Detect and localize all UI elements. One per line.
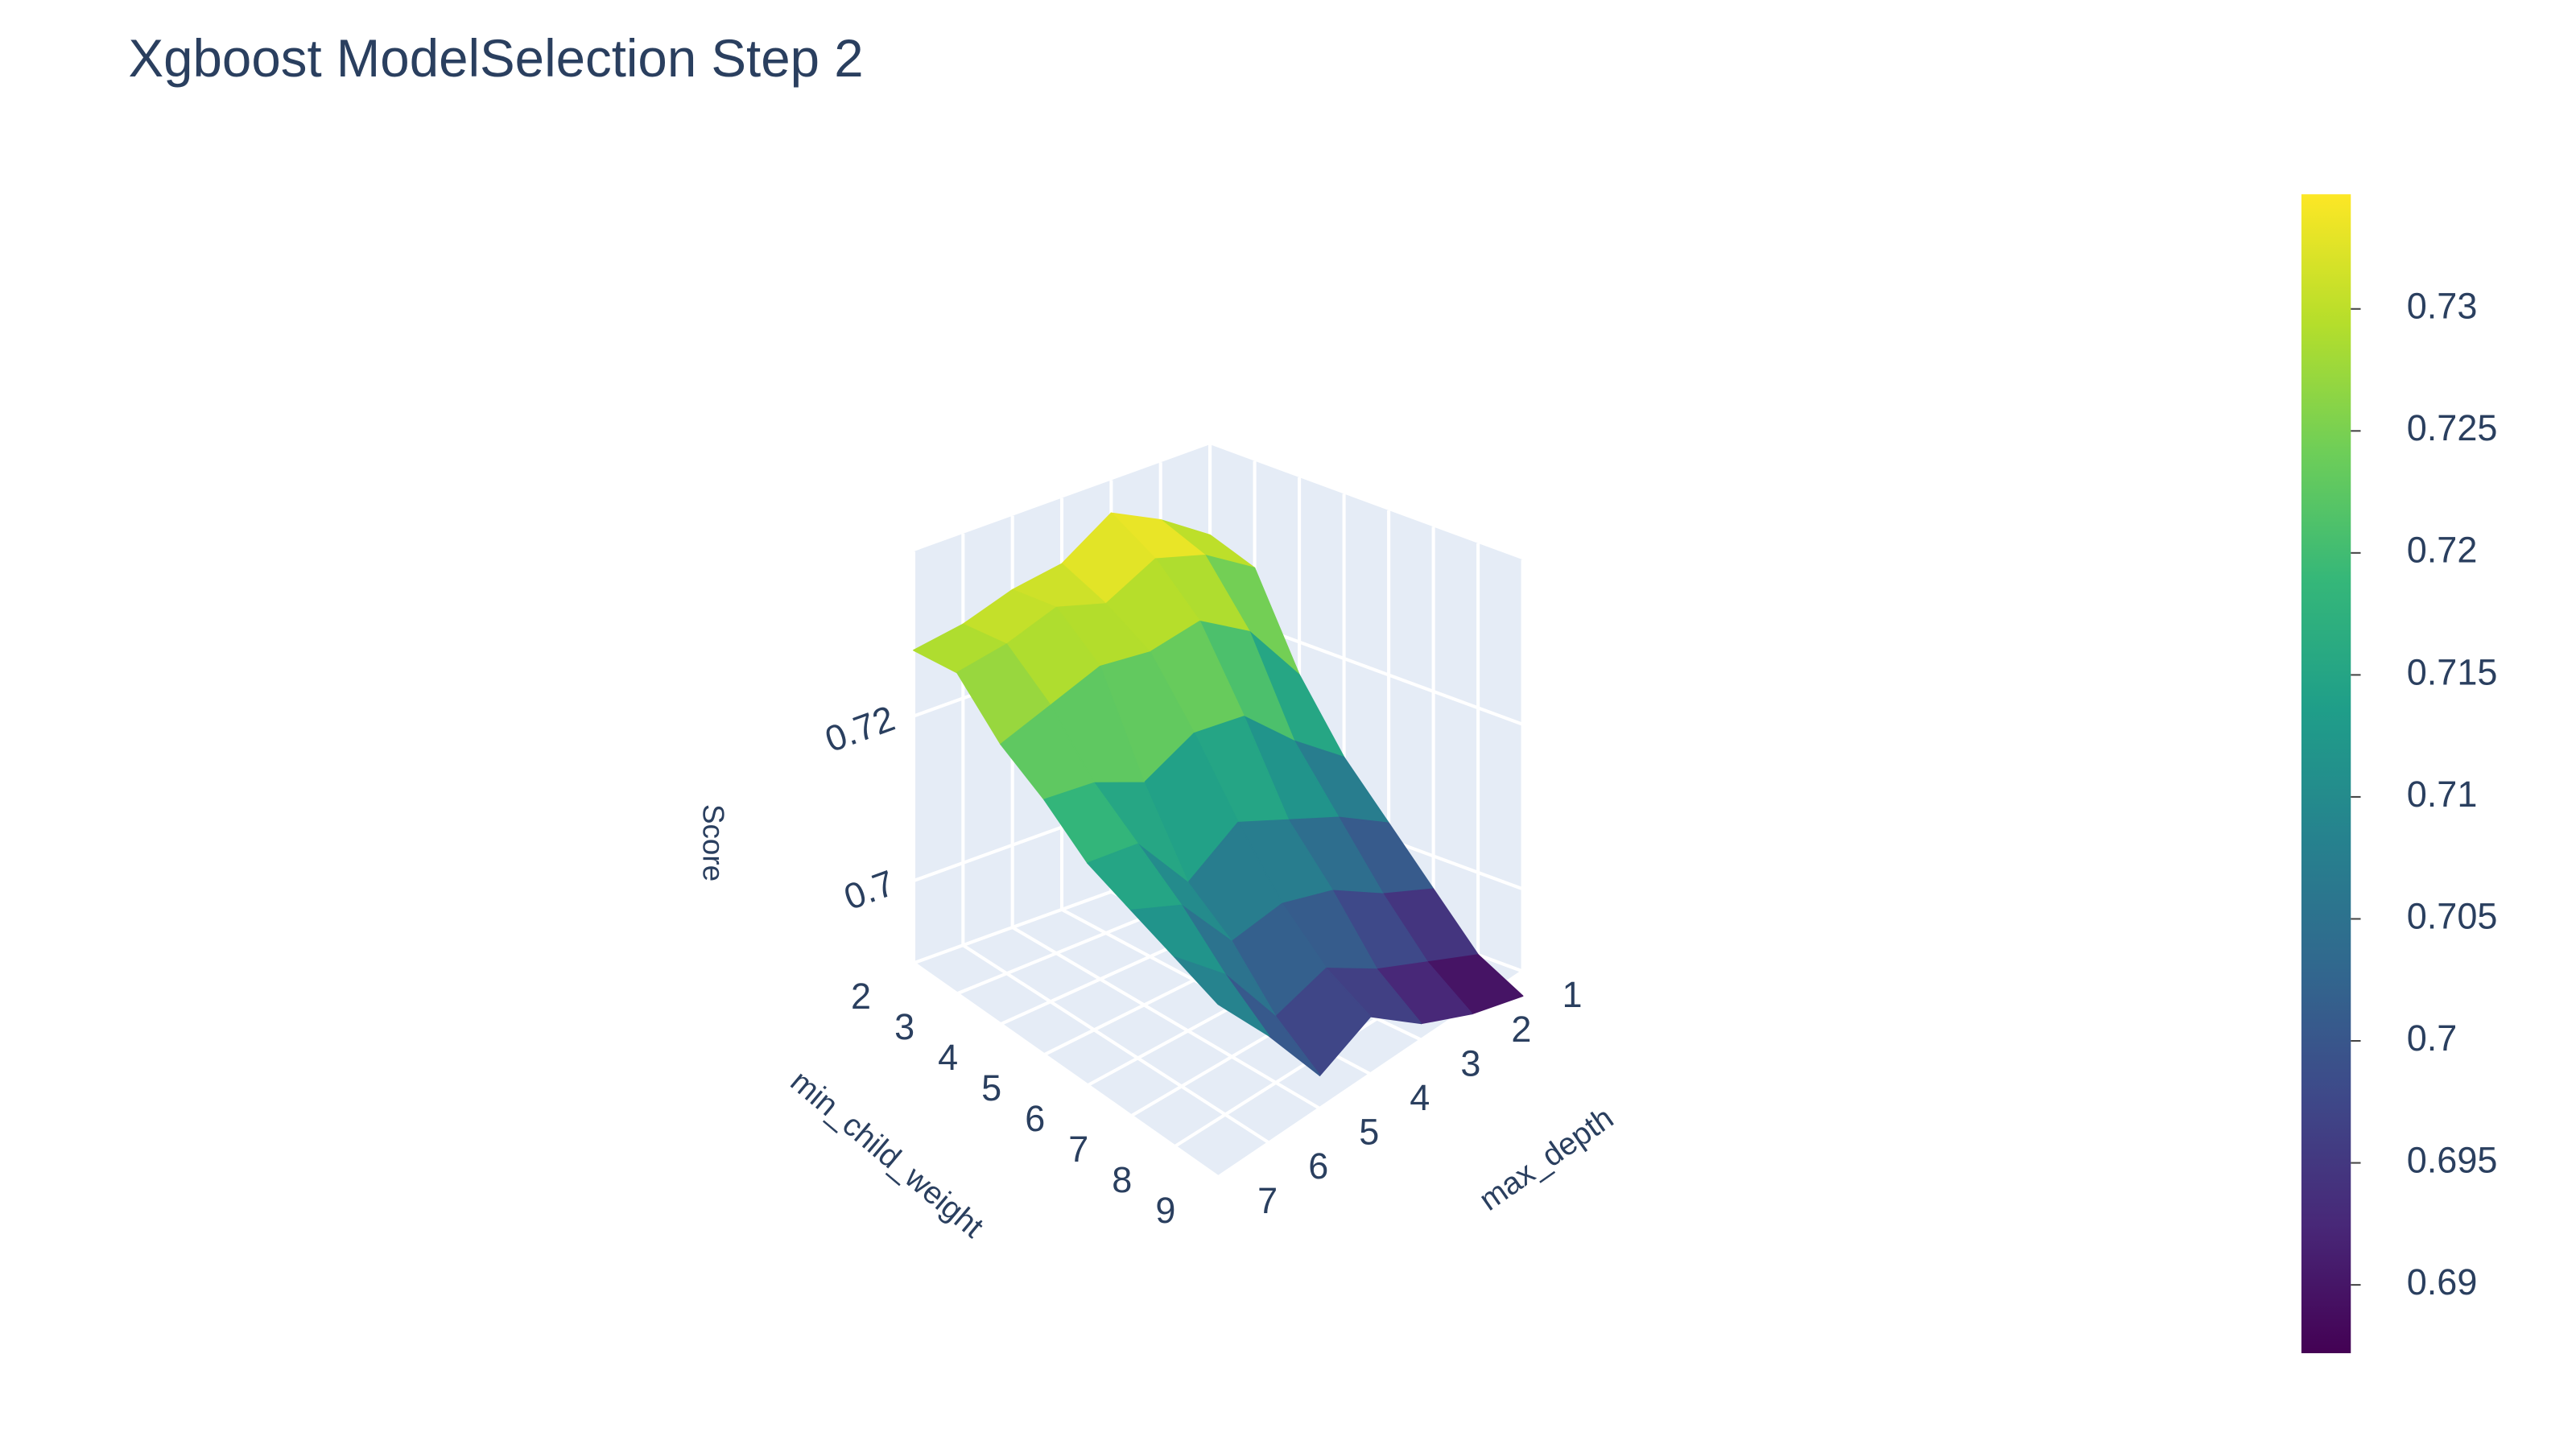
x-grid-line	[962, 943, 1270, 1145]
plot-root: Xgboost ModelSelection Step 2 Score min_…	[129, 29, 2498, 1353]
colorbar-tick-label: 0.69	[2407, 1261, 2478, 1302]
x-grid-line	[912, 961, 1220, 1179]
x-tick-label: 4	[1410, 1077, 1430, 1118]
colorbar-tick-label: 0.73	[2407, 286, 2478, 327]
x-tick-label: 5	[1359, 1112, 1379, 1153]
y-axis-title: min_child_weight	[784, 1064, 990, 1245]
colorbar-tick-label: 0.715	[2407, 651, 2498, 692]
x-tick-label: 2	[1511, 1009, 1531, 1050]
x-grid-line	[1011, 926, 1321, 1110]
colorbar-tick-label: 0.725	[2407, 407, 2498, 448]
y-tick-label: 2	[851, 976, 871, 1017]
y-tick-label: 6	[1025, 1098, 1045, 1139]
x-tick-label: 1	[1562, 974, 1582, 1015]
x-tick-label: 3	[1460, 1042, 1480, 1084]
colorbar-tick-label: 0.705	[2407, 895, 2498, 936]
surface-patch	[1174, 956, 1270, 1037]
y-tick-label: 5	[981, 1067, 1001, 1108]
y-tick-label: 4	[938, 1037, 958, 1078]
z-axis-title: Score	[697, 804, 730, 881]
colorbar-tick-label: 0.695	[2407, 1139, 2498, 1180]
z-tick-label: 0.72	[819, 697, 900, 760]
chart-title: Xgboost ModelSelection Step 2	[129, 29, 864, 88]
z-tick-label: 0.7	[839, 862, 900, 918]
colorbar-tick-label: 0.7	[2407, 1018, 2458, 1059]
y-tick-label: 3	[894, 1006, 914, 1047]
colorbar-tick-label: 0.71	[2407, 774, 2478, 815]
y-tick-label: 8	[1112, 1159, 1132, 1200]
colorbar-tick-label: 0.72	[2407, 530, 2478, 571]
x-tick-label: 7	[1257, 1180, 1278, 1221]
colorbar	[2301, 194, 2351, 1353]
x-tick-label: 6	[1308, 1146, 1328, 1187]
x-axis-title: max_depth	[1473, 1100, 1620, 1217]
y-tick-label: 9	[1155, 1190, 1175, 1231]
y-tick-label: 7	[1068, 1129, 1088, 1170]
